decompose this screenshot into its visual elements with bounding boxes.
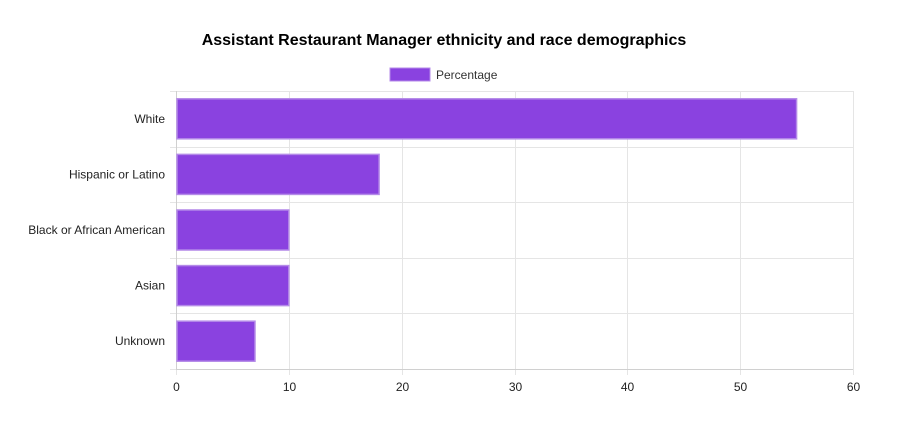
- y-tick-label: Black or African American: [28, 223, 165, 237]
- x-tick-label: 10: [283, 380, 297, 394]
- x-tick-label: 60: [847, 380, 861, 394]
- y-tick-label: Hispanic or Latino: [69, 167, 165, 181]
- chart-title: Assistant Restaurant Manager ethnicity a…: [202, 32, 687, 49]
- x-tick-label: 50: [734, 380, 748, 394]
- bars: [176, 98, 798, 362]
- y-tick-label: Unknown: [115, 334, 165, 348]
- x-axis-labels: 0 10 20 30 40 50 60: [173, 380, 860, 394]
- x-tick-label: 0: [173, 380, 180, 394]
- bar[interactable]: [176, 264, 290, 307]
- y-tick-label: Asian: [135, 279, 165, 293]
- legend-label: Percentage: [436, 68, 498, 82]
- bar[interactable]: [176, 98, 798, 140]
- legend[interactable]: Percentage: [389, 67, 498, 82]
- bar[interactable]: [176, 320, 256, 362]
- y-axis-labels: White Hispanic or Latino Black or African …: [28, 112, 165, 348]
- y-tick-label: White: [134, 112, 165, 126]
- x-tick-label: 40: [621, 380, 635, 394]
- bar[interactable]: [176, 153, 380, 196]
- legend-swatch: [389, 67, 431, 82]
- x-tick-label: 20: [396, 380, 410, 394]
- bar[interactable]: [176, 209, 290, 251]
- x-tick-label: 30: [509, 380, 523, 394]
